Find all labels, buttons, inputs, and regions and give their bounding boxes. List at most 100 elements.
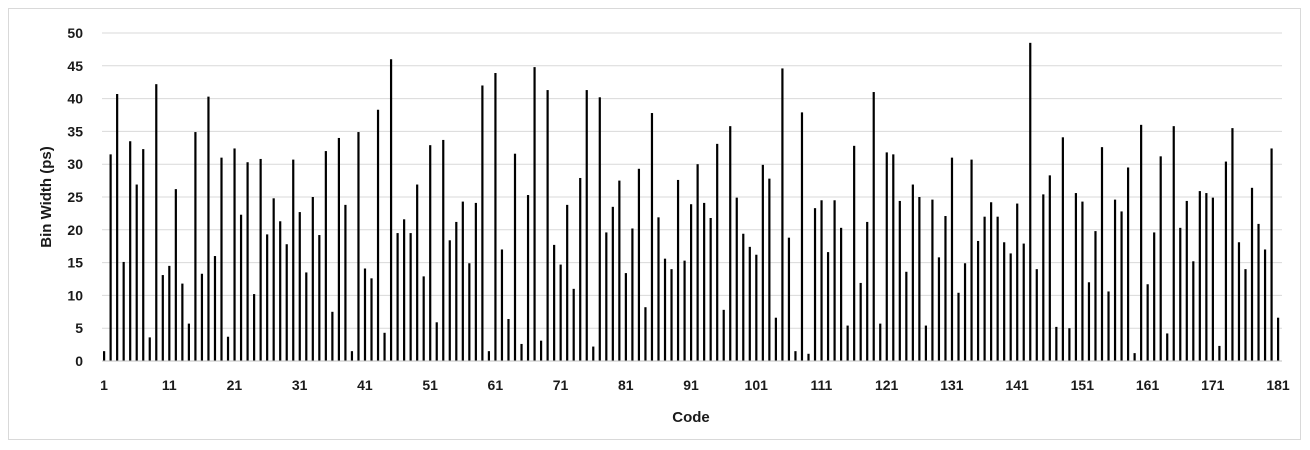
bar (924, 325, 927, 361)
bar (774, 317, 777, 361)
bar (970, 159, 973, 361)
bar (800, 112, 804, 361)
bar (422, 276, 425, 361)
bar (807, 353, 810, 361)
bar (1133, 353, 1136, 361)
bar (1003, 242, 1006, 361)
x-tick-label: 61 (488, 377, 504, 393)
bar (1113, 199, 1117, 361)
bar (1094, 231, 1097, 361)
y-tick-label: 20 (67, 222, 83, 238)
bar (735, 197, 738, 361)
bar (787, 237, 791, 361)
x-tick-label: 21 (227, 377, 243, 393)
bar (1120, 211, 1123, 361)
y-tick-label: 5 (75, 320, 83, 336)
bar (722, 309, 725, 361)
bar (748, 246, 751, 361)
bar (383, 332, 386, 361)
x-tick-label: 91 (683, 377, 699, 393)
x-tick-label: 11 (162, 377, 177, 393)
bar (520, 343, 523, 361)
bar (455, 221, 458, 361)
bar (1277, 317, 1280, 361)
bar (272, 198, 275, 361)
bar (696, 164, 699, 361)
bar (461, 201, 464, 361)
bar (611, 206, 614, 361)
bar (1087, 282, 1091, 361)
bar (1237, 242, 1241, 361)
bar (174, 189, 177, 361)
bar (481, 85, 484, 361)
bar (931, 199, 934, 361)
x-tick-label: 181 (1266, 377, 1290, 393)
bar (840, 227, 843, 361)
bar (357, 132, 360, 361)
bar (1257, 223, 1260, 361)
bar (690, 204, 693, 361)
bar (637, 168, 641, 361)
bar (950, 157, 954, 361)
bar (944, 216, 947, 361)
bar (1074, 193, 1078, 361)
bar (161, 275, 164, 361)
bar (435, 322, 438, 361)
bar (135, 184, 138, 361)
bar (1263, 249, 1267, 361)
bar (1172, 126, 1175, 361)
bar (905, 271, 908, 361)
x-tick-label: 171 (1201, 377, 1225, 393)
bar (494, 73, 497, 362)
x-tick-label: 161 (1136, 377, 1160, 393)
bar (1270, 148, 1273, 361)
bar (1231, 128, 1234, 361)
bar (716, 143, 719, 361)
bar (592, 346, 595, 361)
bar (794, 351, 797, 361)
bar (1022, 243, 1025, 361)
bar (318, 235, 321, 361)
bar (116, 94, 119, 362)
bar (579, 177, 582, 361)
bar (487, 351, 491, 361)
bar (1107, 291, 1110, 361)
y-tick-label: 45 (67, 58, 83, 74)
bar (585, 90, 588, 362)
bar (742, 233, 745, 361)
bar (898, 200, 901, 361)
bar (813, 208, 817, 361)
y-tick-label: 25 (67, 189, 83, 205)
bar (755, 254, 758, 361)
bar (1250, 187, 1254, 361)
bar (207, 96, 210, 361)
bar (957, 292, 960, 361)
bar (963, 263, 967, 361)
bar (559, 264, 562, 361)
bar (703, 202, 706, 361)
bar (1042, 194, 1045, 361)
bar (976, 240, 980, 361)
x-tick-label: 71 (553, 377, 569, 393)
bar (618, 180, 621, 361)
bar (892, 154, 895, 361)
bar (1068, 328, 1071, 361)
bar (1218, 345, 1221, 361)
bar (859, 282, 862, 361)
bar (305, 272, 308, 361)
bar (266, 234, 269, 361)
bar (292, 159, 295, 361)
bar (129, 141, 132, 361)
bar (181, 283, 184, 361)
bar (1048, 175, 1051, 361)
bar (331, 311, 334, 361)
bar (872, 92, 875, 361)
bar (311, 197, 314, 361)
bar (337, 137, 340, 361)
bar (376, 109, 380, 361)
bar (657, 217, 660, 361)
bar (344, 204, 347, 361)
bar (200, 273, 204, 361)
bar (1159, 156, 1162, 361)
bar (650, 113, 654, 361)
